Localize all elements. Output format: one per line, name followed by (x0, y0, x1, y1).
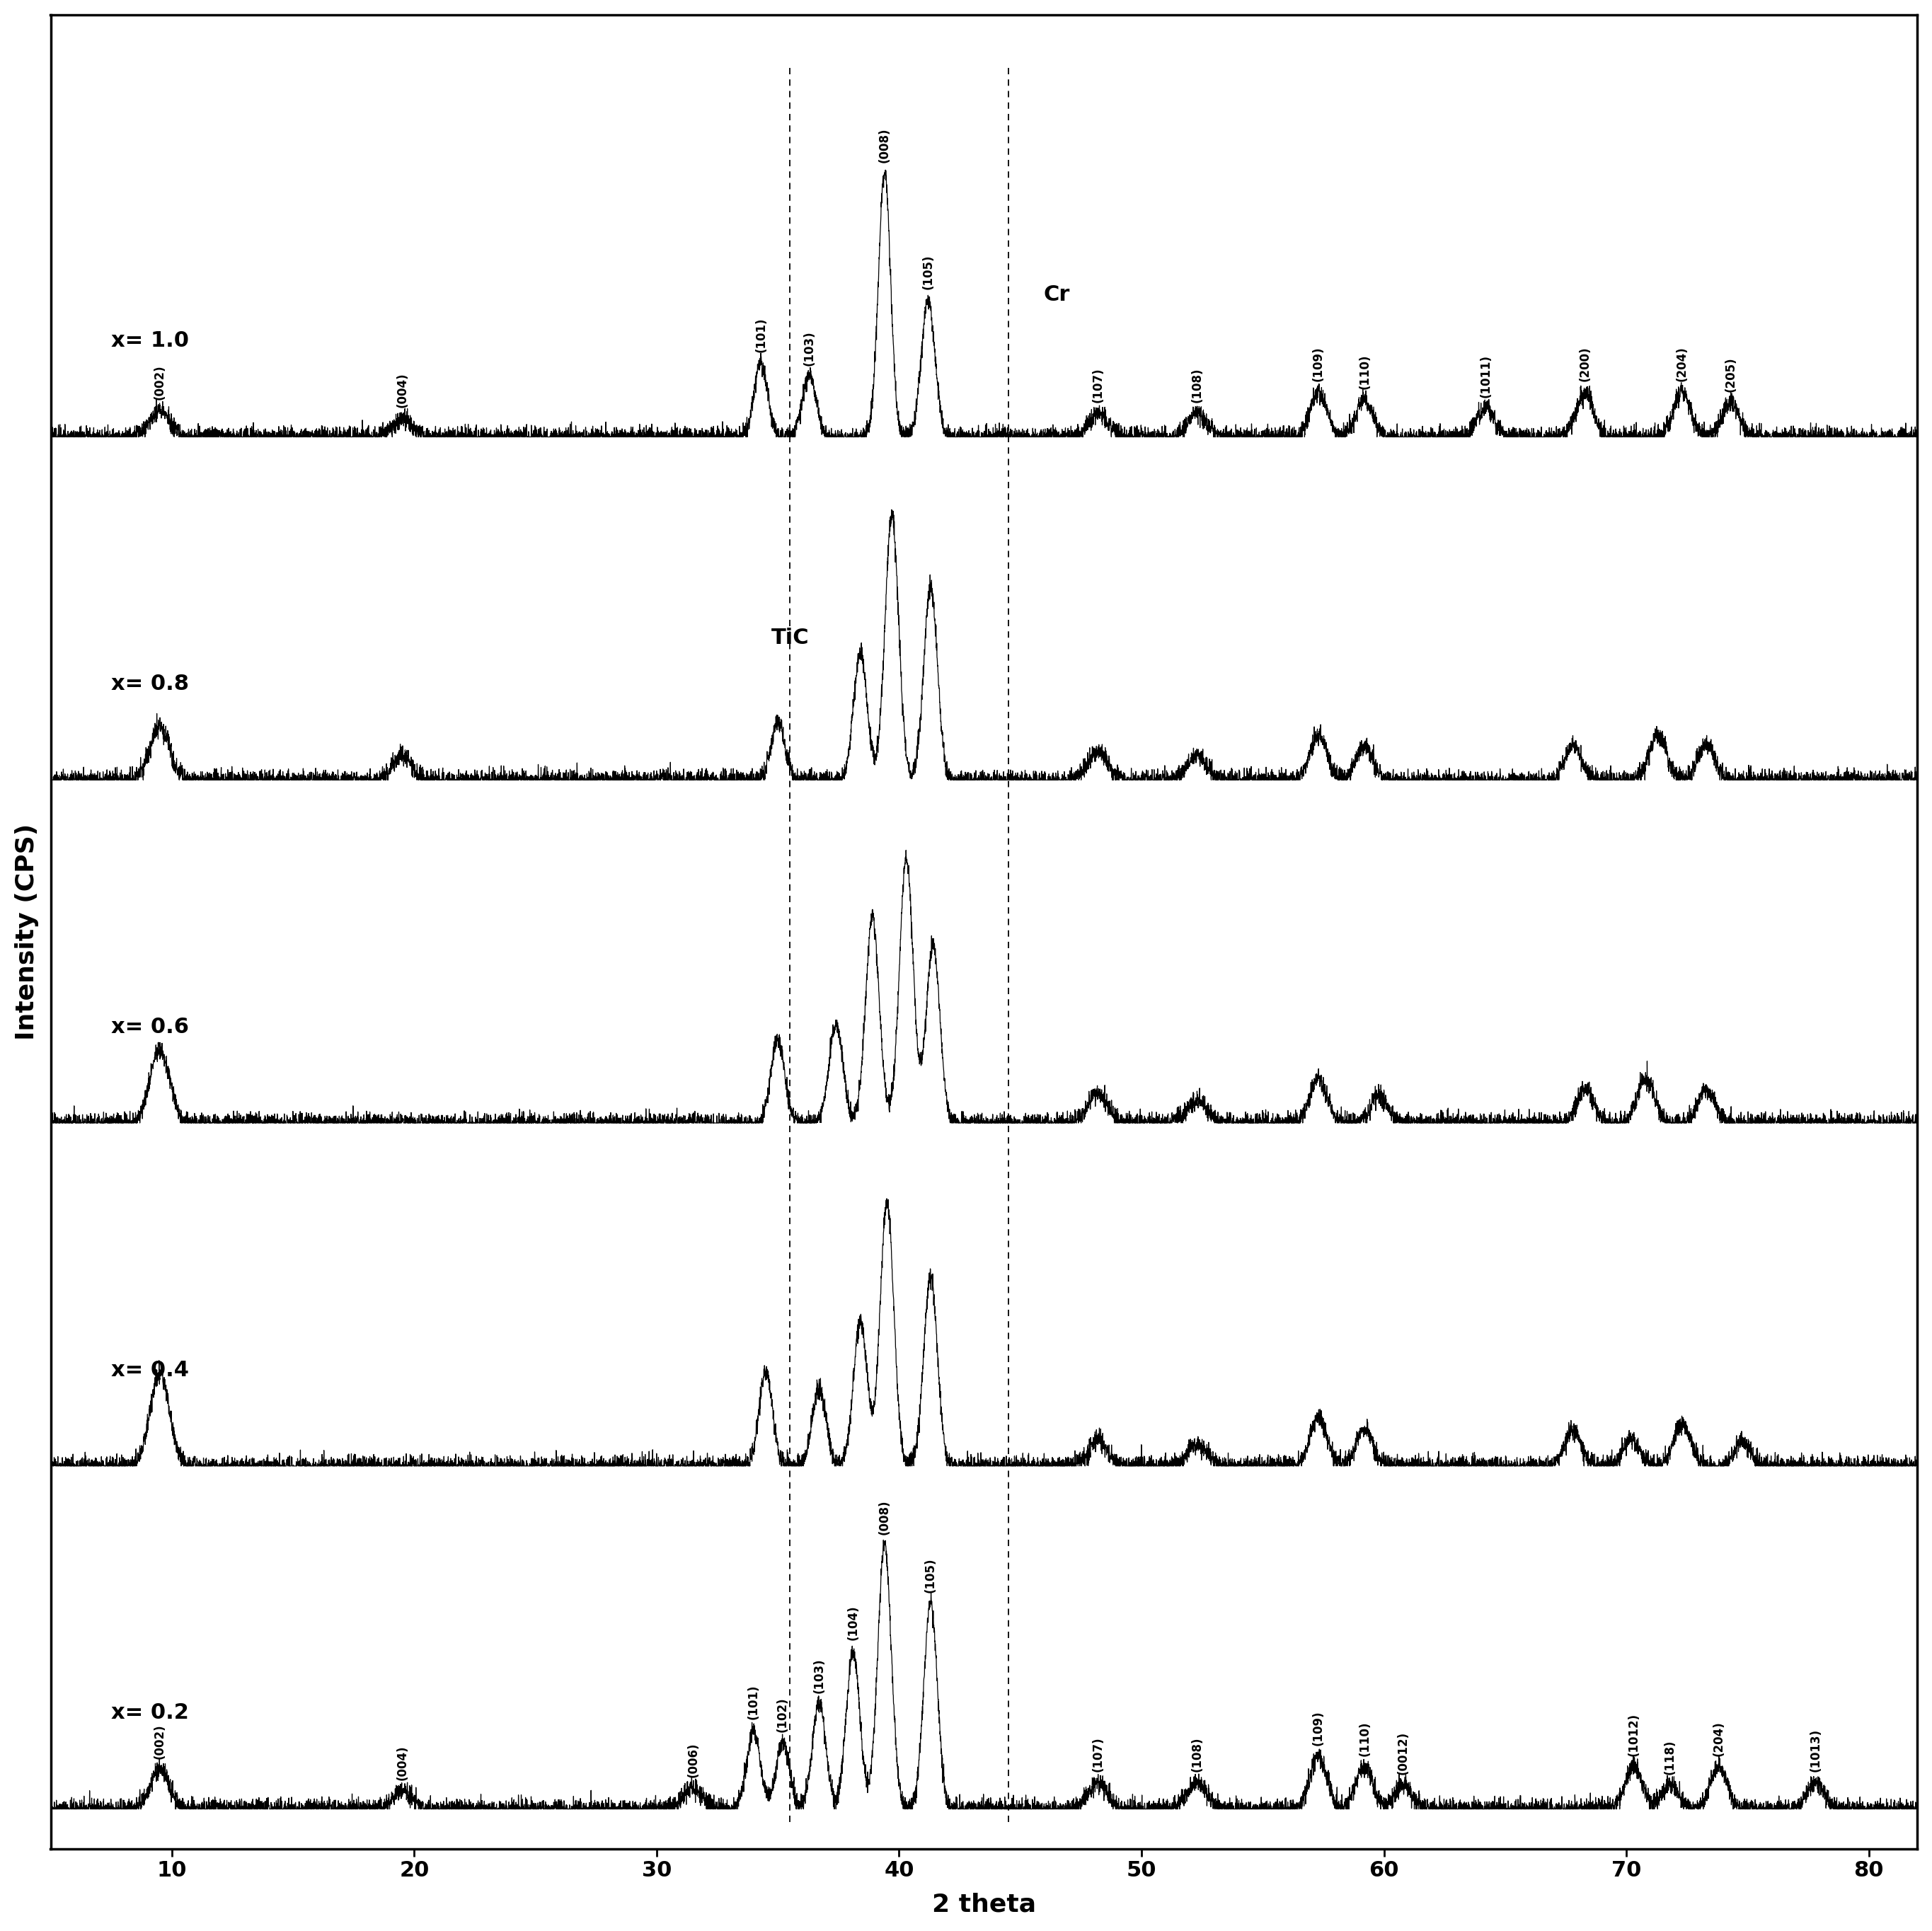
Text: (002): (002) (153, 365, 166, 400)
Text: (118): (118) (1663, 1740, 1677, 1775)
Text: (110): (110) (1358, 1721, 1372, 1755)
Text: (205): (205) (1723, 357, 1737, 392)
Text: (204): (204) (1712, 1721, 1725, 1755)
Text: x= 0.8: x= 0.8 (112, 674, 189, 693)
Text: (200): (200) (1578, 346, 1592, 382)
Text: (002): (002) (153, 1724, 166, 1759)
Text: (101): (101) (748, 1684, 759, 1719)
Text: TiC: TiC (771, 628, 810, 649)
Text: (105): (105) (923, 1558, 937, 1593)
Text: (204): (204) (1675, 346, 1689, 382)
Text: (0012): (0012) (1397, 1732, 1410, 1775)
Text: (107): (107) (1092, 367, 1105, 404)
Text: x= 1.0: x= 1.0 (112, 330, 189, 351)
Text: (105): (105) (922, 255, 935, 290)
Y-axis label: Intensity (CPS): Intensity (CPS) (15, 823, 39, 1041)
Text: (008): (008) (879, 1500, 891, 1535)
Text: (103): (103) (804, 330, 815, 365)
Text: (004): (004) (396, 373, 408, 407)
Text: (109): (109) (1312, 346, 1325, 382)
Text: (108): (108) (1190, 367, 1204, 404)
Text: x= 0.4: x= 0.4 (112, 1359, 189, 1381)
X-axis label: 2 theta: 2 theta (931, 1892, 1036, 1916)
Text: (1012): (1012) (1627, 1713, 1640, 1755)
Text: (108): (108) (1190, 1738, 1204, 1773)
Text: (109): (109) (1312, 1711, 1325, 1746)
Text: x= 0.6: x= 0.6 (112, 1018, 189, 1037)
Text: (101): (101) (755, 317, 767, 353)
Text: (004): (004) (396, 1746, 408, 1780)
Text: (107): (107) (1092, 1738, 1105, 1773)
Text: (1011): (1011) (1480, 353, 1492, 398)
Text: (103): (103) (813, 1659, 825, 1693)
Text: Cr: Cr (1043, 284, 1070, 305)
Text: (008): (008) (879, 127, 891, 162)
Text: (104): (104) (846, 1605, 860, 1639)
Text: x= 0.2: x= 0.2 (112, 1703, 189, 1722)
Text: (006): (006) (686, 1742, 699, 1777)
Text: (1013): (1013) (1808, 1728, 1822, 1773)
Text: (102): (102) (777, 1697, 788, 1732)
Text: (110): (110) (1358, 355, 1372, 390)
